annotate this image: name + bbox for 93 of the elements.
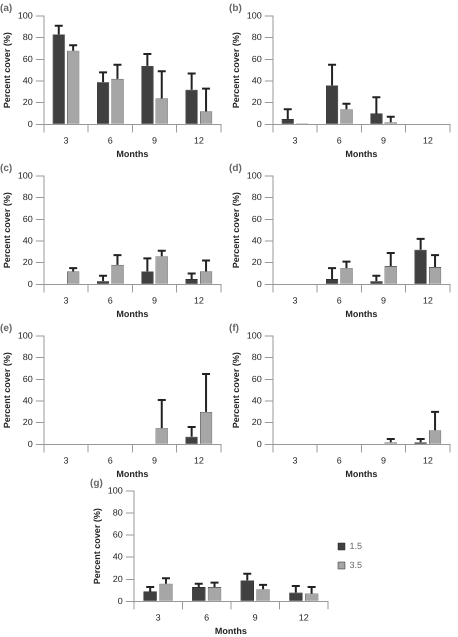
x-tick-label: 6 — [336, 135, 342, 146]
x-tick-label: 12 — [194, 135, 204, 146]
x-axis-title: Months — [116, 309, 148, 320]
chart-title: (d) — [229, 162, 242, 174]
y-tick-label: 20 — [22, 417, 33, 428]
y-tick-label: 80 — [22, 352, 33, 362]
chart-title: (e) — [0, 322, 12, 334]
y-axis-title: Percent cover (%) — [92, 508, 102, 584]
x-tick-label: 9 — [381, 295, 386, 306]
x-axis-title: Months — [345, 149, 378, 160]
y-tick-label: 20 — [252, 257, 262, 268]
x-tick-label: 12 — [298, 612, 309, 622]
y-axis-title: Percent cover (%) — [230, 32, 241, 108]
y-axis-title: Percent cover (%) — [230, 192, 241, 268]
x-tick-label: 3 — [292, 295, 298, 306]
y-tick-label: 20 — [252, 417, 262, 428]
y-tick-label: 0 — [256, 278, 262, 289]
y-tick-label: 100 — [18, 170, 33, 180]
y-tick-label: 0 — [118, 596, 123, 606]
legend-label: 1.5 — [349, 540, 362, 551]
x-tick-label: 3 — [156, 612, 161, 622]
y-tick-label: 80 — [112, 508, 123, 518]
y-tick-label: 60 — [22, 54, 33, 64]
y-tick-label: 60 — [112, 530, 123, 540]
y-tick-label: 60 — [252, 214, 262, 224]
x-axis-title: Months — [345, 309, 378, 320]
x-axis-title: Months — [214, 626, 247, 636]
y-tick-label: 40 — [252, 236, 262, 246]
x-tick-label: 3 — [63, 455, 68, 466]
y-tick-label: 80 — [252, 32, 262, 42]
y-tick-label: 100 — [246, 170, 262, 180]
y-tick-label: 40 — [252, 396, 262, 406]
y-tick-label: 100 — [108, 485, 123, 496]
x-tick-label: 12 — [194, 455, 204, 466]
x-tick-label: 9 — [381, 455, 386, 466]
y-tick-label: 20 — [22, 97, 33, 108]
y-axis-title: Percent cover (%) — [2, 352, 12, 428]
y-tick-label: 20 — [252, 97, 262, 108]
y-tick-label: 80 — [252, 352, 262, 362]
y-axis-title: Percent cover (%) — [2, 32, 12, 108]
y-tick-label: 40 — [252, 76, 262, 86]
y-tick-label: 80 — [22, 192, 33, 202]
x-tick-label: 12 — [422, 455, 433, 466]
x-tick-label: 9 — [252, 612, 258, 622]
y-tick-label: 60 — [22, 374, 33, 384]
chart-title: (f) — [229, 322, 239, 334]
chart-title: (b) — [229, 2, 242, 14]
y-tick-label: 0 — [256, 438, 262, 449]
y-tick-label: 80 — [22, 32, 33, 42]
x-tick-label: 3 — [292, 135, 298, 146]
y-tick-label: 0 — [28, 118, 33, 129]
y-tick-label: 80 — [252, 192, 262, 202]
x-tick-label: 9 — [381, 135, 386, 146]
chart-title: (a) — [0, 2, 12, 14]
y-tick-label: 0 — [28, 438, 33, 449]
y-axis-title: Percent cover (%) — [230, 352, 241, 428]
x-tick-label: 3 — [63, 135, 68, 146]
chart-title: (c) — [0, 162, 12, 174]
y-axis-title: Percent cover (%) — [2, 192, 12, 268]
x-tick-label: 12 — [194, 295, 204, 306]
y-tick-label: 100 — [18, 330, 33, 340]
x-tick-label: 12 — [422, 135, 433, 146]
x-tick-label: 9 — [152, 455, 158, 466]
x-axis-title: Months — [345, 469, 378, 480]
y-tick-label: 40 — [22, 236, 33, 246]
y-tick-label: 60 — [22, 214, 33, 224]
y-tick-label: 0 — [28, 278, 33, 289]
x-tick-label: 6 — [336, 295, 342, 306]
x-tick-label: 6 — [108, 295, 113, 306]
y-tick-label: 100 — [246, 330, 262, 340]
y-tick-label: 100 — [246, 10, 262, 20]
x-tick-label: 3 — [63, 295, 68, 306]
y-tick-label: 40 — [112, 552, 123, 562]
chart-title: (g) — [90, 478, 103, 489]
x-axis-title: Months — [116, 149, 148, 160]
x-tick-label: 6 — [204, 612, 210, 622]
x-tick-label: 9 — [152, 135, 158, 146]
y-tick-label: 20 — [22, 257, 33, 268]
x-tick-label: 6 — [108, 135, 113, 146]
y-tick-label: 60 — [252, 54, 262, 64]
y-tick-label: 40 — [22, 396, 33, 406]
x-tick-label: 6 — [336, 455, 342, 466]
y-tick-label: 40 — [22, 76, 33, 86]
y-tick-label: 60 — [252, 374, 262, 384]
x-axis-title: Months — [116, 469, 148, 480]
y-tick-label: 20 — [112, 574, 123, 584]
y-tick-label: 100 — [18, 10, 33, 20]
x-tick-label: 6 — [108, 455, 113, 466]
y-tick-label: 0 — [256, 118, 262, 129]
legend-label: 3.5 — [349, 560, 362, 570]
x-tick-label: 9 — [152, 295, 158, 306]
x-tick-label: 3 — [292, 455, 298, 466]
x-tick-label: 12 — [422, 295, 433, 306]
